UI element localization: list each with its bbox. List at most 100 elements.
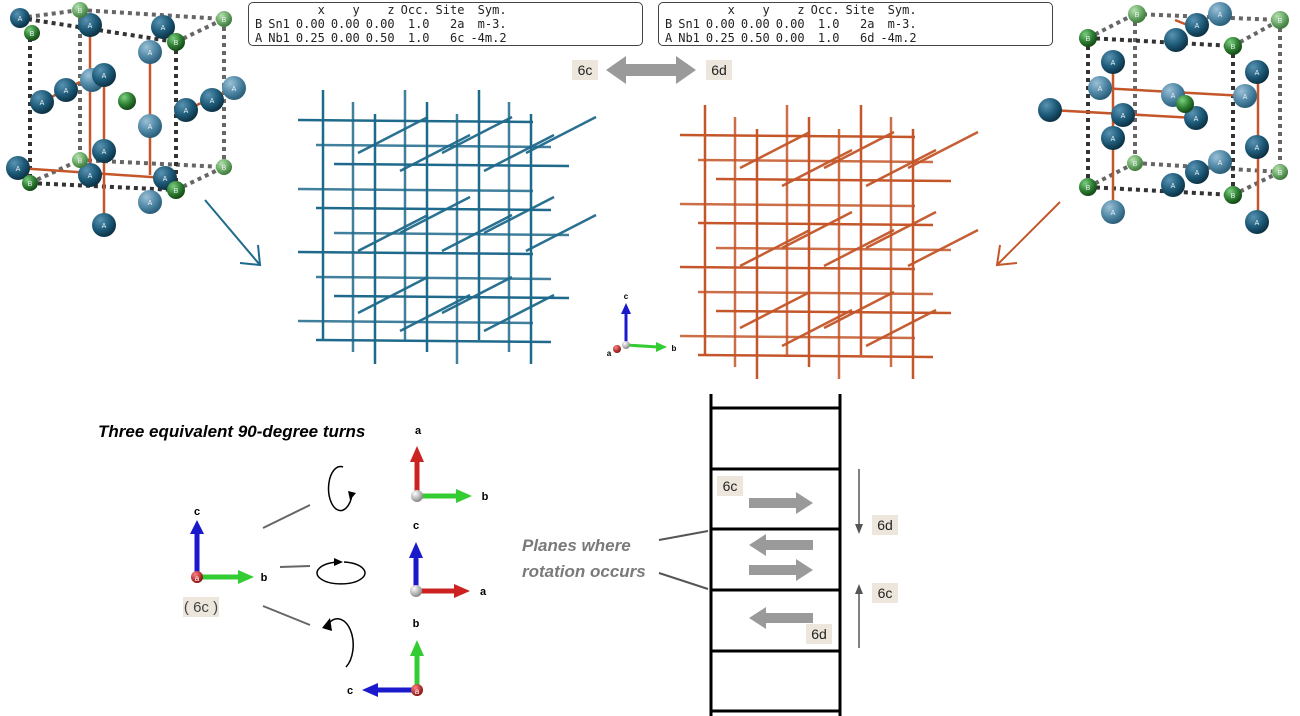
svg-text:a: a	[195, 574, 200, 583]
planes-caption-line2: rotation occurs	[522, 562, 646, 581]
shift-arrow-right-1	[749, 492, 813, 514]
rotation-arrows	[316, 465, 366, 668]
svg-text:B: B	[1278, 170, 1283, 177]
table-row-cell: 0.50	[740, 31, 770, 45]
svg-text:b: b	[672, 344, 677, 353]
table-row-cell: m-3.	[477, 17, 507, 31]
lattice-rod	[399, 293, 471, 333]
table-row-cell: Sn1	[268, 17, 290, 31]
lattice-rod	[333, 231, 570, 237]
table-row-cell: Nb1	[678, 31, 700, 45]
lattice-rod	[679, 202, 916, 208]
table-row-cell: 0.00	[775, 31, 805, 45]
atom-table-6d: x y z Occ. Site Sym. B Sn1 0.00 0.00 0.00 1.0 2a m-3.…	[658, 2, 1053, 46]
lattice-rod	[357, 213, 429, 253]
atom-table-6c: x y z Occ. Site Sym. B Sn1 0.00 0.00 0.00 1.0 2a m-3.…	[248, 2, 643, 46]
table-row-cell: B	[665, 17, 673, 31]
table-row-cell: 1.0	[817, 31, 840, 45]
rotation-title: Three equivalent 90-degree turns	[98, 422, 365, 441]
table-row-cell: A	[665, 31, 673, 45]
svg-text:A: A	[1111, 210, 1116, 217]
svg-text:A: A	[1195, 23, 1200, 30]
lattice-rod	[865, 148, 937, 188]
svg-text:( 6c ): ( 6c )	[184, 599, 218, 616]
svg-text:c: c	[194, 506, 200, 518]
svg-text:B: B	[222, 165, 227, 172]
svg-text:A: A	[1171, 183, 1176, 190]
svg-text:B: B	[30, 31, 35, 38]
table-row-cell: -4m.2	[470, 31, 507, 45]
svg-text:a: a	[415, 425, 422, 437]
svg-text:A: A	[1218, 12, 1223, 19]
svg-text:A: A	[1121, 113, 1126, 120]
table-header-cell: Sym.	[477, 3, 507, 17]
lattice-rod	[297, 187, 534, 193]
svg-text:c: c	[624, 292, 629, 301]
svg-text:B: B	[1231, 193, 1236, 200]
lattice-rod	[679, 133, 916, 139]
svg-text:A: A	[161, 25, 166, 32]
svg-text:B: B	[1278, 18, 1283, 25]
lattice-rod	[715, 246, 952, 252]
table-row-cell: 0.00	[775, 17, 805, 31]
svg-text:6c: 6c	[578, 62, 593, 78]
table-header-cell: Site	[845, 3, 875, 17]
pointer-arrow-right	[995, 201, 1061, 267]
lattice-6d-orange	[679, 105, 979, 379]
table-row-cell: 1.0	[817, 17, 840, 31]
svg-text:A: A	[1255, 220, 1260, 227]
table-row-cell: 0.00	[705, 17, 735, 31]
shift-arrow-left-1	[749, 534, 813, 556]
axes-turn-1: a b	[410, 425, 489, 503]
svg-text:A: A	[16, 166, 21, 173]
svg-text:B: B	[1231, 44, 1236, 51]
svg-text:A: A	[102, 149, 107, 156]
table-row-cell: 0.00	[295, 17, 325, 31]
table-row-cell: 6d	[860, 31, 875, 45]
table-row-cell: 0.00	[330, 31, 360, 45]
svg-text:A: A	[1194, 116, 1199, 123]
svg-text:B: B	[1133, 161, 1138, 168]
svg-text:A: A	[232, 86, 237, 93]
lattice-rod	[357, 275, 429, 315]
table-row-cell: 1.0	[407, 17, 430, 31]
lattice-rod	[297, 118, 534, 124]
lattice-rod	[739, 130, 811, 170]
lattice-rod	[315, 143, 552, 149]
unit-cell-right: A A A A A A A A A A A A A A A A B B B B …	[1038, 2, 1289, 234]
planes-diagram: 6c 6d 6d 6c Planes where rotation occurs	[522, 394, 898, 716]
unit-cell-left: A A A A A A A A A A A A A A A A A B B B …	[6, 2, 246, 237]
planes-caption-line1: Planes where	[522, 536, 631, 555]
svg-text:c: c	[347, 685, 353, 697]
lattice-rod	[823, 228, 895, 268]
shift-arrow-right-2	[749, 559, 813, 581]
table-row-cell: 2a	[860, 17, 875, 31]
table-header-cell: Occ.	[400, 3, 430, 17]
svg-text:A: A	[210, 98, 215, 105]
svg-text:A: A	[184, 108, 189, 115]
table-row-cell: 2a	[450, 17, 465, 31]
lattice-rod	[715, 177, 952, 183]
svg-text:A: A	[1111, 136, 1116, 143]
lattice-rod	[715, 309, 952, 315]
svg-text:A: A	[1218, 160, 1223, 167]
lattice-rod	[333, 162, 570, 168]
svg-text:A: A	[64, 88, 69, 95]
lattice-rod	[781, 308, 853, 348]
svg-text:A: A	[88, 23, 93, 30]
axes-turn-2: c a	[409, 520, 487, 598]
svg-text:b: b	[413, 618, 420, 630]
lattice-rod	[441, 275, 513, 315]
svg-text:a: a	[415, 687, 420, 696]
svg-text:B: B	[174, 40, 179, 47]
table-row-cell: 0.25	[295, 31, 325, 45]
svg-text:A: A	[102, 223, 107, 230]
shift-arrow-left-2	[749, 607, 813, 629]
lattice-rod	[907, 130, 979, 170]
site-switch-arrow: 6c 6d	[572, 56, 732, 84]
svg-text:c: c	[413, 520, 419, 532]
lattice-rod	[781, 210, 853, 250]
table-header-cell: Sym.	[887, 3, 917, 17]
table-row-cell: 0.50	[365, 31, 395, 45]
svg-text:a: a	[480, 586, 487, 598]
